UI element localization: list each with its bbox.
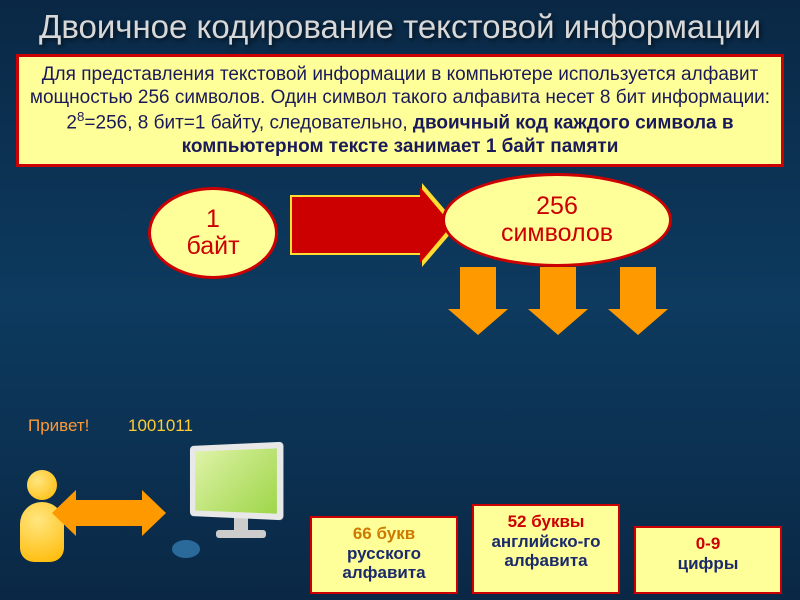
ellipse-right-l1: 256 [536,193,578,221]
down-arrow-2 [540,267,576,311]
ellipse-left-l2: байт [186,233,239,261]
mid-row: 1 байт 256 символов [0,173,800,303]
box3-hl: 0-9 [696,534,721,553]
box2-rest: английско-го алфавита [491,532,600,571]
box2-hl: 52 буквы [508,512,585,531]
monitor-icon [186,444,296,544]
box1-rest: русского алфавита [342,544,425,583]
down-arrow-1 [460,267,496,311]
ellipse-1-byte: 1 байт [148,187,278,279]
ellipse-left-l1: 1 [206,206,220,234]
description-box: Для представления текстовой информации в… [16,54,784,167]
big-arrow [292,197,422,253]
greeting-text: Привет! [28,416,89,436]
info-box-english: 52 буквы английско-го алфавита [472,504,620,594]
ellipse-256: 256 символов [442,173,672,267]
slide-title: Двоичное кодирование текстовой информаци… [0,0,800,52]
box3-rest: цифры [678,554,739,573]
binary-text: 1001011 [128,416,193,436]
info-box-digits: 0-9 цифры [634,526,782,594]
ellipse-right-l2: символов [501,220,613,248]
box1-hl: 66 букв [353,524,415,543]
down-arrow-3 [620,267,656,311]
desc-text-2: =256, 8 бит=1 байту, следовательно, [84,113,407,134]
info-box-russian: 66 букв русского алфавита [310,516,458,594]
mouse-icon [172,540,200,558]
bottom-row: Привет! 1001011 66 букв русского алфавит… [0,410,800,600]
double-arrow-icon [74,500,144,526]
